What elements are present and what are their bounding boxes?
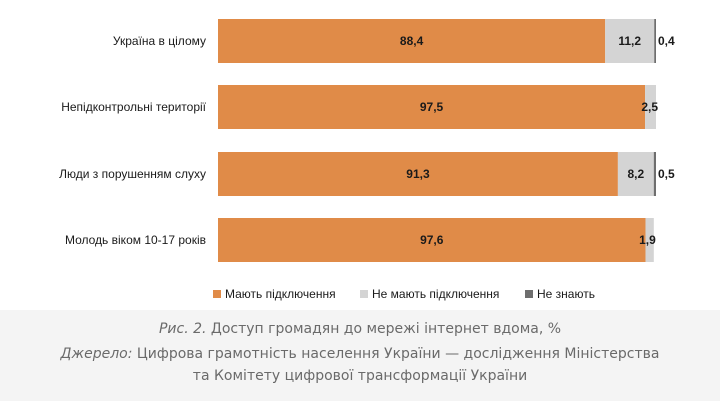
data-label: 91,3 bbox=[406, 167, 430, 181]
data-label: 0,5 bbox=[658, 167, 675, 181]
legend-swatch bbox=[525, 290, 533, 298]
category-label: Люди з порушенням слуху bbox=[59, 167, 206, 181]
figure-source: Джерело: Цифрова грамотність населення У… bbox=[0, 346, 720, 362]
data-label: 97,5 bbox=[420, 100, 444, 114]
data-label: 1,9 bbox=[639, 233, 656, 247]
bar-segment bbox=[645, 218, 654, 262]
legend-label: Не мають підключення bbox=[372, 287, 499, 301]
bar-segment bbox=[218, 85, 646, 129]
source-line-2: та Комітету цифрової трансформації Украї… bbox=[192, 368, 528, 384]
bar-segment bbox=[617, 152, 654, 196]
source-prefix: Джерело: bbox=[60, 346, 133, 362]
bar-segment bbox=[218, 19, 606, 63]
data-label: 97,6 bbox=[420, 233, 444, 247]
data-label: 2,5 bbox=[641, 100, 658, 114]
data-label: 11,2 bbox=[618, 34, 641, 48]
bar-segment bbox=[654, 19, 656, 63]
legend: Мають підключення Не мають підключення Не … bbox=[213, 287, 595, 301]
bar-segment bbox=[653, 152, 656, 196]
figure-number: Рис. 2. bbox=[158, 321, 207, 337]
data-label: 88,4 bbox=[400, 34, 424, 48]
bar-segment bbox=[218, 152, 618, 196]
data-label: 0,4 bbox=[658, 34, 675, 48]
category-label: Молодь віком 10-17 років bbox=[65, 233, 206, 247]
data-label: 8,2 bbox=[628, 167, 645, 181]
figure-title: Доступ громадян до мережі інтернет вдома… bbox=[210, 321, 562, 337]
legend-swatch bbox=[213, 290, 221, 298]
bar-segment bbox=[605, 19, 655, 63]
stacked-bar-chart: 88,4 11,2 0,4 97,5 2,5 91,3 8,2 0,5 97,6 1,9 Укра… bbox=[0, 0, 720, 310]
legend-swatch bbox=[360, 290, 368, 298]
bars-layer: 88,4 11,2 0,4 97,5 2,5 91,3 8,2 0,5 97,6 1,9 bbox=[218, 19, 675, 262]
figure-source-continued: та Комітету цифрової трансформації Украї… bbox=[0, 368, 720, 384]
figure-caption: Рис. 2. Доступ громадян до мережі інтерн… bbox=[0, 321, 720, 337]
source-line-1: Цифрова грамотність населення України — … bbox=[136, 346, 660, 362]
bar-segment bbox=[218, 218, 646, 262]
category-labels: Україна в цілому Непідконтрольні територі… bbox=[59, 34, 207, 247]
category-label: Непідконтрольні території bbox=[61, 100, 206, 114]
category-label: Україна в цілому bbox=[113, 34, 206, 48]
bar-segment bbox=[645, 85, 656, 129]
legend-label: Не знають bbox=[537, 287, 595, 301]
legend-label: Мають підключення bbox=[225, 287, 336, 301]
